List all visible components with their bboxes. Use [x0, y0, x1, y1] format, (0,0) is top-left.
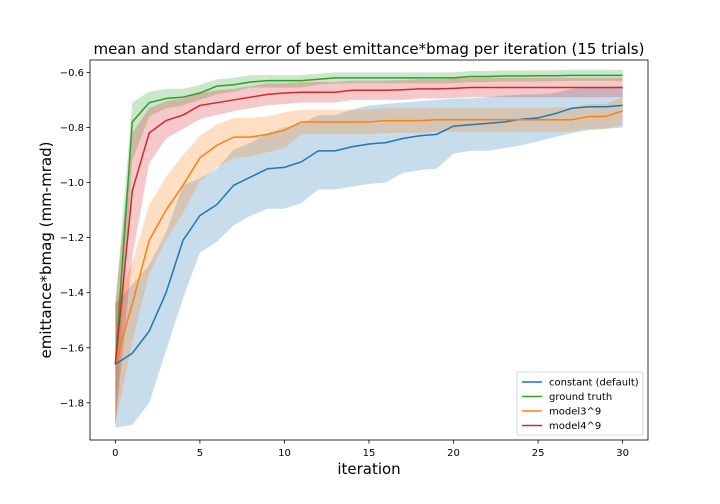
y-axis-label: emittance*bmag (mm-mrad)	[37, 142, 55, 359]
x-tick-label: 0	[112, 448, 118, 459]
x-axis-label: iteration	[337, 460, 400, 478]
series-line-model3-9	[114, 110, 623, 365]
y-axis-ticks: −1.8 −1.6 −1.4 −1.2 −1.0 −0.8 −0.6	[60, 68, 90, 409]
legend-label-model3-9: model3^9	[549, 407, 601, 418]
y-tick-label: −1.8	[60, 398, 84, 409]
legend-label-model4-9: model4^9	[549, 421, 601, 432]
y-tick-label: −1.4	[60, 288, 84, 299]
chart-title: mean and standard error of best emittanc…	[94, 40, 645, 58]
y-tick-label: −1.6	[60, 343, 84, 354]
legend-box	[516, 371, 644, 436]
y-tick-label: −0.8	[60, 123, 84, 134]
x-tick-label: 20	[447, 448, 460, 459]
x-axis-ticks: 0 5 10 15 20 25 30	[112, 440, 629, 459]
series-line-constant-default	[114, 104, 623, 365]
legend-label-ground-truth: ground truth	[549, 392, 612, 403]
legend: constant (default) ground truth model3^9 mo…	[516, 371, 644, 436]
y-tick-label: −1.0	[60, 178, 84, 189]
x-tick-label: 5	[197, 448, 203, 459]
legend-label-constant-default: constant (default)	[549, 378, 639, 389]
error-band-model4-9	[115, 77, 623, 425]
error-band-constant-default	[115, 86, 623, 428]
error-bands	[115, 69, 623, 428]
x-tick-label: 25	[532, 448, 545, 459]
error-band-model3-9	[115, 97, 623, 425]
y-tick-label: −1.2	[60, 233, 84, 244]
error-band-ground-truth	[115, 69, 623, 425]
y-tick-label: −0.6	[60, 68, 84, 79]
series-line-ground-truth	[114, 74, 623, 365]
series-lines	[114, 74, 623, 365]
x-tick-label: 10	[278, 448, 291, 459]
x-tick-label: 15	[363, 448, 376, 459]
x-tick-label: 30	[616, 448, 629, 459]
series-line-model4-9	[114, 86, 623, 365]
